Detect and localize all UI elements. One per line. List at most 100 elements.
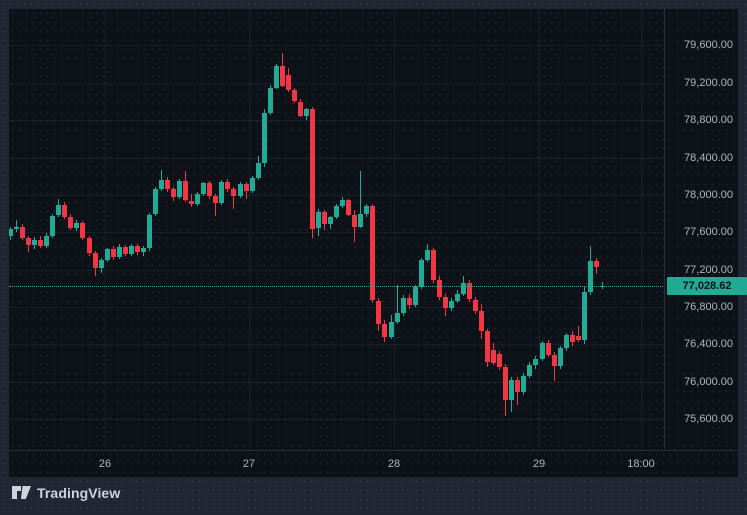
candle-body: [165, 180, 170, 190]
candle-body: [219, 181, 224, 204]
candle-body: [231, 189, 236, 196]
candle-wick: [397, 284, 398, 324]
gridline-h: [9, 307, 663, 308]
candle-body: [244, 183, 249, 192]
gridline-h: [9, 344, 663, 346]
candle-body: [74, 222, 79, 228]
candle-body: [389, 322, 394, 337]
price-axis-label: 78,800.00: [684, 114, 733, 127]
candle-body: [485, 331, 490, 363]
candle-body: [225, 181, 230, 190]
candle-body: [268, 87, 273, 113]
candle-body: [461, 282, 466, 294]
candle-body: [419, 260, 424, 288]
chart-pane[interactable]: [9, 9, 663, 449]
candle-body: [364, 206, 369, 214]
candle-body: [509, 379, 514, 401]
gridline-h: [9, 381, 663, 383]
candle-body: [401, 297, 406, 313]
candle-body: [443, 296, 448, 308]
gridline-v: [105, 9, 106, 449]
candle-body: [207, 182, 212, 196]
candle-body: [322, 211, 327, 224]
candle-body: [316, 211, 321, 229]
candle-body: [328, 217, 333, 224]
current-price-line: [9, 285, 663, 287]
candle-body: [171, 189, 176, 197]
candle-wick: [578, 325, 579, 343]
candle-body: [558, 348, 563, 366]
tradingview-logo-text: TradingView: [37, 485, 121, 501]
time-axis[interactable]: 26 27 28 29 18:00: [9, 450, 738, 478]
candle-body: [382, 323, 387, 337]
candle-body: [594, 261, 599, 267]
candle-body: [340, 200, 345, 207]
candle-body: [570, 335, 575, 342]
candle-body: [111, 249, 116, 258]
candle-body: [515, 379, 520, 392]
candle-body: [262, 112, 267, 164]
price-axis-label: 75,600.00: [684, 413, 733, 426]
candle-wick: [233, 187, 234, 209]
candle-body: [20, 226, 25, 238]
candle-body: [50, 215, 55, 237]
candle-body: [99, 260, 104, 268]
candle-wick: [16, 220, 17, 233]
candle-body: [189, 200, 194, 205]
candle-body: [455, 293, 460, 302]
candle-body: [533, 359, 538, 365]
candle-body: [195, 194, 200, 205]
candle-body: [87, 237, 92, 253]
candle-body: [376, 300, 381, 324]
time-axis-label: 26: [98, 458, 112, 470]
candle-body: [552, 354, 557, 366]
candle-body: [576, 336, 581, 340]
candle-body: [14, 226, 19, 229]
candle-body: [292, 90, 297, 102]
candle-body: [413, 287, 418, 306]
candle-body: [238, 183, 243, 196]
current-price-label: 77,028.62: [667, 276, 747, 295]
candle-body: [540, 342, 545, 360]
candle-body: [370, 206, 375, 301]
candle-body: [256, 163, 261, 178]
candle-body: [564, 335, 569, 349]
tradingview-logo-icon: [12, 485, 31, 499]
price-axis-label: 76,800.00: [684, 301, 733, 313]
candle-body: [449, 301, 454, 308]
candle-wick: [554, 351, 555, 381]
tradingview-logo[interactable]: TradingView: [12, 485, 120, 501]
candle-body: [588, 261, 593, 292]
candle-body: [117, 247, 122, 258]
candle-body: [213, 195, 218, 204]
gridline-v: [539, 9, 540, 449]
price-axis-label: 77,200.00: [684, 263, 733, 276]
candle-body: [546, 342, 551, 355]
time-axis-label: 27: [242, 458, 256, 470]
gridline-v: [641, 9, 642, 449]
candle-body: [479, 310, 484, 332]
price-axis-label: 79,600.00: [684, 39, 733, 52]
candle-wick: [360, 170, 361, 229]
candle-body: [93, 252, 98, 268]
candle-body: [62, 205, 67, 218]
candle-body: [123, 247, 128, 254]
price-axis-label: 76,000.00: [684, 375, 733, 388]
gridline-h: [9, 82, 663, 84]
price-axis-label: 76,400.00: [684, 338, 733, 351]
candle-body: [286, 75, 291, 91]
candle-body: [274, 66, 279, 88]
candle-body: [32, 239, 37, 246]
price-axis-label: 79,200.00: [684, 76, 733, 89]
price-axis-label: 77,600.00: [684, 226, 733, 239]
candle-body: [68, 217, 73, 228]
time-axis-label: 29: [532, 458, 546, 470]
candle-body: [177, 180, 182, 197]
gridline-v: [394, 9, 395, 449]
price-axis-label: 78,000.00: [684, 188, 733, 201]
candle-body: [358, 213, 363, 227]
candle-body: [497, 353, 502, 367]
price-axis[interactable]: 77,028.62 79,600.00 79,200.00 78,800.00 78,…: [664, 9, 747, 449]
candle-body: [582, 292, 587, 340]
